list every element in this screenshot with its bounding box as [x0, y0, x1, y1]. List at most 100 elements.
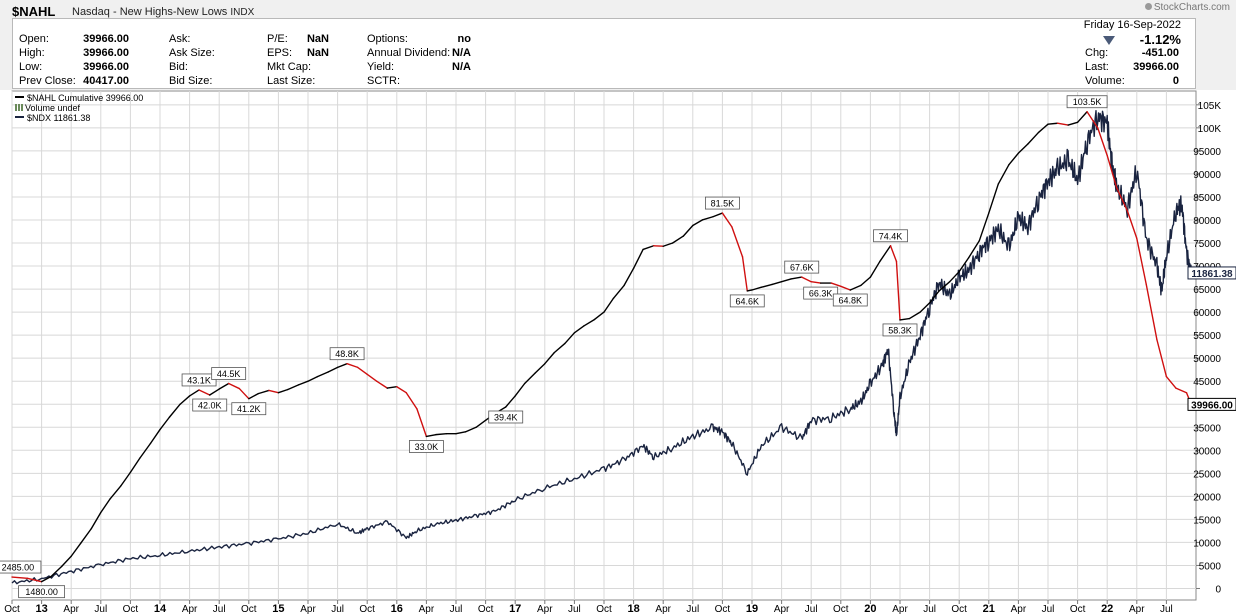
nahl-series-segment	[860, 276, 872, 287]
nahl-series-segment	[810, 281, 822, 284]
nahl-series-segment	[50, 565, 63, 578]
nahl-series-segment	[1047, 122, 1059, 125]
quote-value: -451.00	[1141, 47, 1179, 59]
nahl-series-segment	[908, 311, 921, 320]
nahl-series-segment	[632, 248, 644, 270]
y-tick-label: 15000	[1193, 515, 1221, 526]
nahl-series-segment	[1037, 123, 1049, 134]
annotation-box	[181, 373, 217, 387]
nahl-series-segment	[277, 388, 289, 394]
nahl-series-segment	[109, 485, 122, 500]
annotation-label: 74.4K	[879, 231, 903, 241]
quote-label: Ask:	[169, 33, 191, 45]
nahl-series-segment	[70, 542, 82, 557]
annotation-label: 2485.00	[2, 563, 35, 573]
quote-label: Ask Size:	[169, 47, 215, 59]
nahl-series-segment	[227, 382, 241, 390]
x-tick-label: Oct	[1070, 604, 1086, 615]
x-tick-label: 13	[35, 603, 47, 615]
annotation-label: 33.0K	[415, 442, 439, 452]
x-tick-label: Jul	[1160, 604, 1173, 615]
y-tick-label: 65000	[1193, 285, 1221, 296]
x-tick-label: Apr	[892, 604, 908, 615]
nahl-series-segment	[416, 408, 428, 438]
legend-volume: Volume undef	[15, 103, 143, 113]
y-tick-label: 105K	[1198, 101, 1222, 112]
symbol-description: Nasdaq - New Highs-New Lows INDX	[72, 6, 254, 18]
x-tick-label: Apr	[182, 604, 198, 615]
x-tick-label: 21	[983, 603, 995, 615]
x-tick-label: Apr	[655, 604, 671, 615]
nahl-series-segment	[553, 342, 566, 354]
symbol-title: $NAHL	[12, 4, 56, 19]
nahl-series-segment	[593, 311, 605, 321]
nahl-series-segment	[1017, 143, 1029, 154]
x-tick-label: 22	[1101, 603, 1113, 615]
nahl-series-segment	[366, 373, 378, 382]
nahl-series-segment	[879, 245, 892, 263]
last-value-box	[1187, 266, 1236, 280]
nahl-series-segment	[949, 270, 960, 283]
x-tick-label: Jul	[213, 604, 226, 615]
nahl-series-segment	[346, 362, 359, 369]
x-tick-label: 20	[864, 603, 876, 615]
nahl-series-segment	[61, 555, 72, 568]
annotation-label: 43.1K	[187, 375, 211, 385]
nahl-series-segment	[919, 302, 931, 313]
x-tick-label: Oct	[4, 604, 20, 615]
nahl-series-segment	[928, 290, 940, 304]
quote-label: Last Size:	[267, 75, 316, 87]
annotation-label: 64.6K	[735, 296, 759, 306]
x-tick-label: Oct	[359, 604, 375, 615]
quote-label: EPS:	[267, 47, 293, 59]
nahl-series-segment	[746, 289, 753, 292]
nahl-series-segment	[1156, 339, 1168, 378]
ndx-series-line	[11, 109, 1192, 585]
x-tick-label: 17	[509, 603, 521, 615]
nahl-series-segment	[1165, 375, 1177, 389]
annotation-label: 58.3K	[888, 325, 912, 335]
annotation-label: 42.0K	[198, 401, 222, 411]
y-tick-label: 80000	[1193, 216, 1221, 227]
x-tick-label: Apr	[537, 604, 553, 615]
nahl-series-segment	[1008, 152, 1020, 166]
y-tick-label: 30000	[1193, 446, 1221, 457]
nahl-series-segment	[603, 297, 615, 313]
nahl-series-segment	[1097, 127, 1108, 157]
annotation-label: 64.8K	[839, 295, 863, 305]
last-value-label: 39966.00	[1191, 400, 1233, 411]
y-tick-label: 50000	[1193, 354, 1221, 365]
quote-value: 39966.00	[83, 47, 129, 59]
nahl-series-segment	[938, 281, 951, 292]
nahl-series-segment	[188, 389, 200, 397]
quote-label: Low:	[19, 61, 43, 73]
nahl-series-segment	[1136, 237, 1147, 286]
nahl-series-segment	[268, 389, 280, 394]
quote-value: 0	[1172, 75, 1179, 87]
volume-bars-icon	[15, 104, 23, 111]
quote-label: Options:	[367, 33, 408, 45]
x-tick-label: Oct	[951, 604, 967, 615]
nahl-series-segment	[790, 276, 803, 280]
nahl-series-segment	[662, 242, 674, 247]
annotation-label: 103.5K	[1073, 97, 1102, 107]
y-tick-label: 10000	[1193, 538, 1221, 549]
nahl-series-segment	[741, 256, 748, 292]
x-tick-label: Apr	[774, 604, 790, 615]
nahl-series-segment	[307, 375, 319, 382]
header-bar: $NAHL Nasdaq - New Highs-New Lows INDX S…	[0, 0, 1236, 90]
legend-ndx-text: $NDX 11861.38	[27, 113, 91, 123]
nahl-series-segment	[386, 386, 398, 389]
nahl-series-segment	[209, 388, 220, 396]
quote-value: N/A	[452, 61, 471, 73]
annotation-box	[873, 229, 908, 243]
nahl-series-segment	[967, 240, 981, 259]
quote-label: Bid:	[169, 61, 188, 73]
nahl-series-segment	[198, 389, 211, 396]
nahl-series-segment	[712, 212, 724, 218]
nahl-series-segment	[505, 395, 516, 408]
brand-logo[interactable]: StockCharts.com	[1144, 2, 1230, 13]
annotation-box	[882, 323, 918, 337]
nahl-series-segment	[623, 267, 635, 287]
